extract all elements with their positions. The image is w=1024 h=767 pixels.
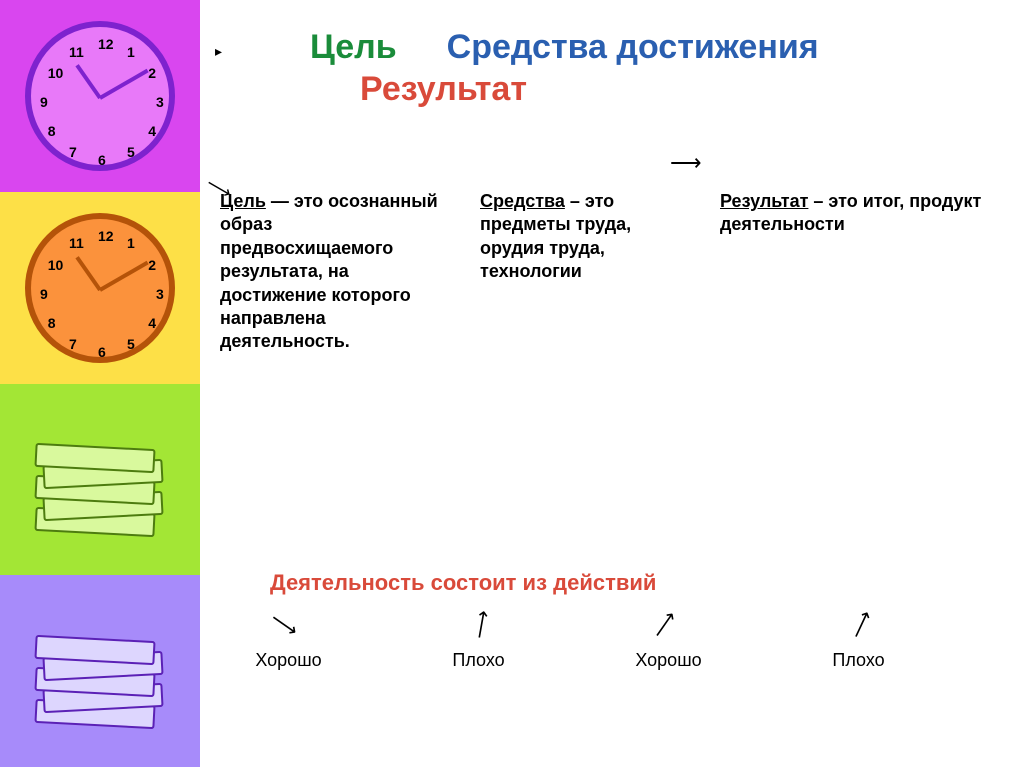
title-result: Результат (360, 70, 527, 109)
sidebar-cell (0, 575, 200, 767)
term-goal: Цель (220, 191, 266, 211)
arrow-icon: ⟶ (844, 606, 879, 643)
quality-label: Плохо⟶ (832, 650, 884, 671)
arrow-icon: ⟶ (467, 608, 497, 641)
arrow-icon: ⟶ (670, 150, 702, 176)
arrow-icon: ⟶ (266, 606, 304, 643)
term-means: Средства (480, 191, 565, 211)
quality-row: Хорошо⟶ Плохо⟶ Хорошо⟶ Плохо⟶ (190, 650, 950, 671)
definition-means: Средства – это предметы труда, орудия тр… (480, 190, 690, 354)
sidebar-cell: 121234567891011 (0, 192, 200, 384)
definition-result: Результат – это итог, продукт деятельнос… (720, 190, 1000, 354)
quality-label: Хорошо⟶ (255, 650, 321, 671)
sidebar: 121234567891011 121234567891011 (0, 0, 200, 767)
bullet-marker: ▸ (215, 43, 222, 60)
title-goal: Цель (310, 28, 397, 67)
clock-icon: 121234567891011 (25, 213, 175, 363)
clock-icon: 121234567891011 (25, 21, 175, 171)
books-icon (25, 616, 175, 726)
books-icon (25, 424, 175, 534)
sidebar-cell (0, 384, 200, 576)
term-result: Результат (720, 191, 808, 211)
definition-goal: Цель — это осознанный образ предвосхищае… (220, 190, 450, 354)
quality-label: Хорошо⟶ (635, 650, 701, 671)
definitions-row: Цель — это осознанный образ предвосхищае… (220, 190, 1020, 354)
title-row: Цель Средства достижения (310, 28, 819, 67)
quality-label: Плохо⟶ (452, 650, 504, 671)
footer-text: Деятельность состоит из действий (270, 570, 656, 596)
content-area: ▸ Цель Средства достижения Результат ⟶ ⟶… (200, 0, 1024, 767)
text-goal: — это осознанный образ предвосхищаемого … (220, 191, 438, 351)
sidebar-cell: 121234567891011 (0, 0, 200, 192)
arrow-icon: ⟶ (646, 606, 683, 644)
title-means: Средства достижения (447, 28, 819, 67)
